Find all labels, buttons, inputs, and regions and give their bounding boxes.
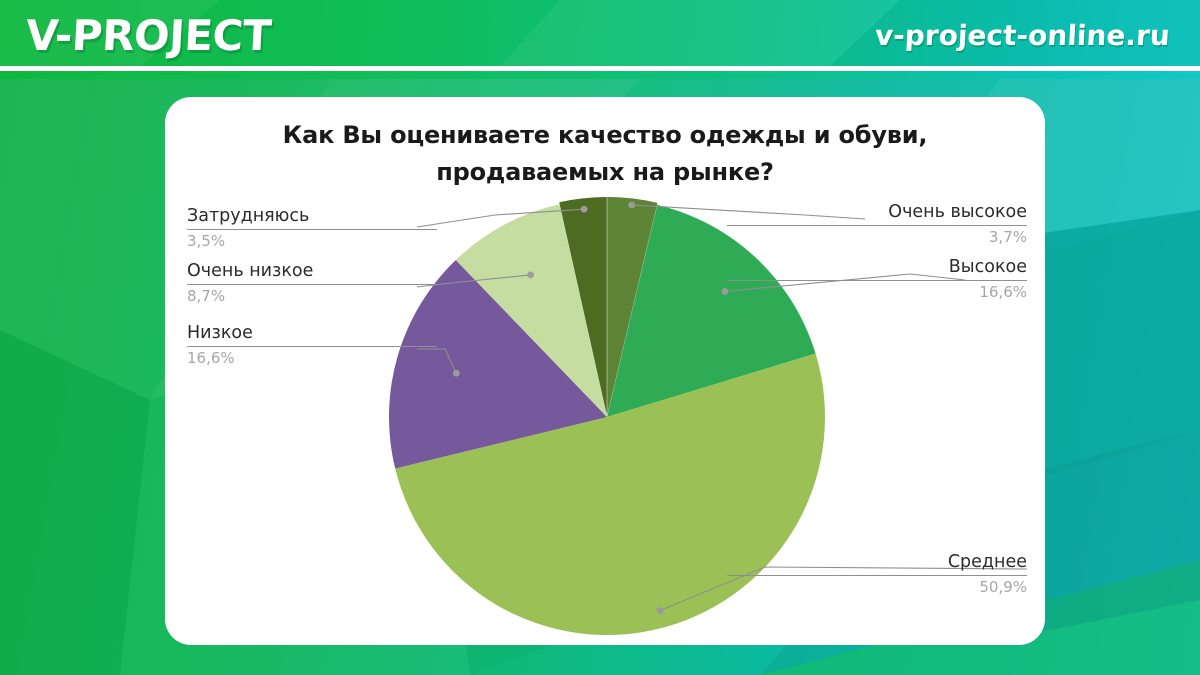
callout-label: Низкое	[187, 323, 253, 343]
site-header: V-PROJECT v-project-online.ru	[0, 0, 1200, 66]
header-facets	[0, 0, 900, 66]
callout-rule	[187, 346, 437, 347]
leader-dot	[721, 288, 729, 295]
pie-leader-lines	[416, 201, 1028, 614]
leader-line	[416, 208, 585, 228]
pie-slice[interactable]	[389, 259, 607, 469]
callout-percent: 3,7%	[988, 228, 1027, 246]
callout-percent: 50,9%	[979, 578, 1027, 596]
pie-svg	[389, 197, 1028, 636]
callout-rule	[727, 575, 1027, 576]
chart-title-line-2: продаваемых на рынке?	[436, 158, 774, 186]
callout-rule	[727, 280, 1027, 281]
callout-rule	[187, 284, 437, 285]
site-url[interactable]: v-project-online.ru	[874, 19, 1171, 52]
chart-card: Как Вы оцениваете качество одежды и обув…	[165, 97, 1045, 645]
callout-rule	[187, 229, 437, 230]
pie-slice[interactable]	[607, 197, 658, 416]
callout-ochen-vysokoe: Очень высокое 3,7%	[727, 202, 1027, 247]
callout-percent: 16,6%	[979, 283, 1027, 301]
pie-slice[interactable]	[455, 204, 607, 417]
leader-dot	[452, 369, 460, 377]
callout-label: Затрудняюсь	[187, 206, 310, 226]
leader-line	[631, 204, 866, 220]
callout-percent: 8,7%	[187, 287, 226, 305]
leader-line	[416, 274, 531, 288]
callout-rule	[727, 225, 1027, 226]
pie-slices[interactable]	[389, 197, 826, 636]
leader-line	[724, 273, 966, 293]
callout-percent: 16,6%	[187, 349, 235, 367]
leader-line	[417, 348, 457, 374]
callout-label: Высокое	[948, 257, 1027, 277]
pie-slice[interactable]	[559, 197, 607, 416]
leader-dot	[527, 271, 535, 279]
callout-srednee: Среднее 50,9%	[727, 552, 1027, 597]
callout-vysokoe: Высокое 16,6%	[727, 257, 1027, 302]
callout-percent: 3,5%	[187, 232, 226, 250]
leader-dot	[628, 201, 636, 209]
header-divider	[0, 66, 1200, 71]
callout-ochen-nizkoe: Очень низкое 8,7%	[187, 261, 437, 306]
leader-dot	[656, 607, 664, 614]
pie-slice[interactable]	[395, 353, 826, 636]
pie-chart	[165, 97, 1045, 645]
chart-title: Как Вы оцениваете качество одежды и обув…	[165, 117, 1045, 191]
leader-dot	[580, 205, 588, 213]
callout-nizkoe: Низкое 16,6%	[187, 323, 437, 368]
callout-label: Среднее	[947, 552, 1027, 572]
callout-zatrudnyayus: Затрудняюсь 3,5%	[187, 206, 437, 251]
callout-label: Очень высокое	[888, 202, 1027, 222]
pie-slice[interactable]	[607, 204, 816, 417]
callout-label: Очень низкое	[187, 261, 314, 281]
leader-line	[659, 566, 1028, 611]
header-underbar	[0, 71, 1200, 79]
brand-logo[interactable]: V-PROJECT	[24, 11, 273, 60]
chart-title-line-1: Как Вы оцениваете качество одежды и обув…	[282, 121, 928, 149]
